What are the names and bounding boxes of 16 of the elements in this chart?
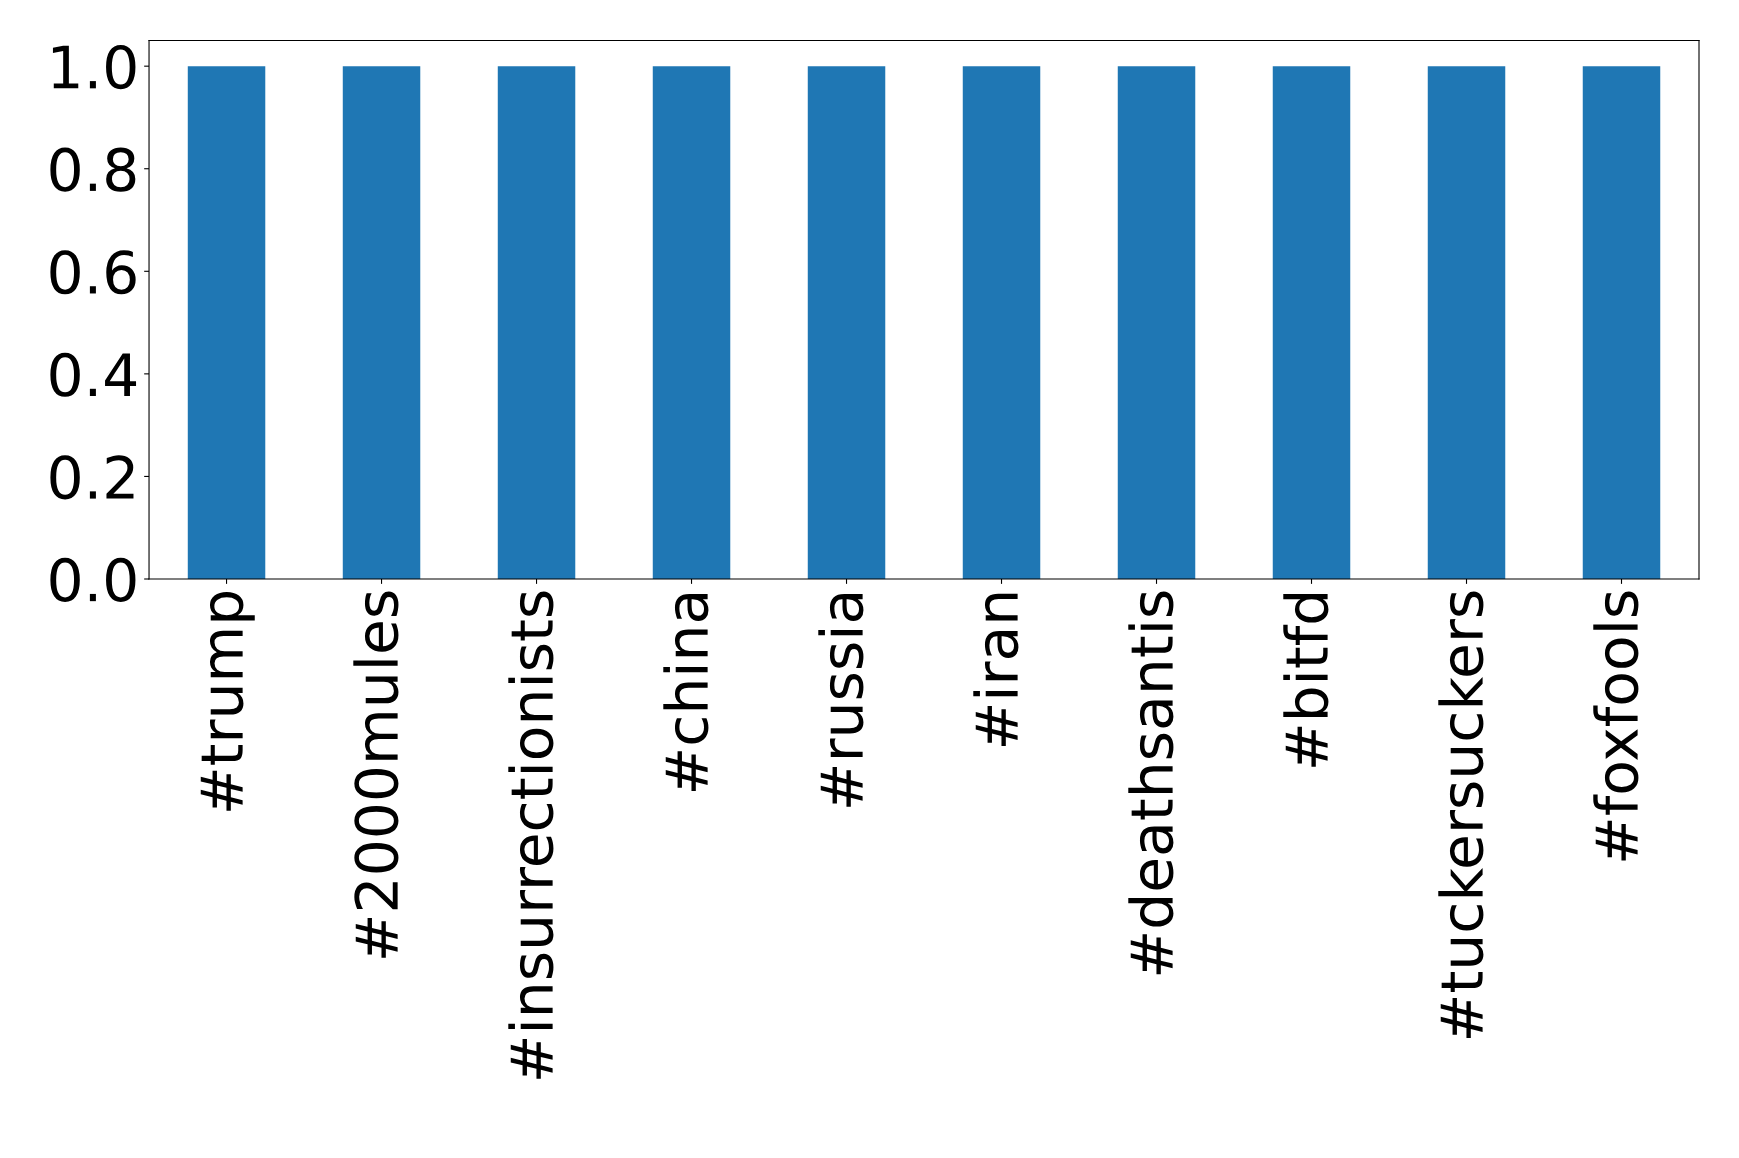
y-tick-label: 0.6 <box>50 250 136 295</box>
x-tick-label: #china <box>663 594 709 792</box>
y-tick-label: 0.0 <box>50 557 136 602</box>
x-tick-label: #2000mules <box>353 591 399 958</box>
x-tick-label: #trump <box>200 591 255 811</box>
y-tick-label: 0.2 <box>50 455 134 500</box>
x-tick-label: #russia <box>818 594 864 807</box>
x-tick-label: #tuckersuckers <box>1438 591 1484 1038</box>
x-tick-label: #bitfd <box>1283 594 1329 767</box>
y-tick-label: 1.0 <box>52 45 136 90</box>
y-tick-label: 0.8 <box>50 147 136 192</box>
x-tick-label: #foxfools <box>1593 591 1639 861</box>
y-tick-label: 0.4 <box>50 352 137 397</box>
x-tick-label: #insurrectionists <box>508 591 554 1079</box>
x-tick-label: #deathsantis <box>1128 591 1174 975</box>
x-tick-label: #iran <box>973 593 1019 746</box>
